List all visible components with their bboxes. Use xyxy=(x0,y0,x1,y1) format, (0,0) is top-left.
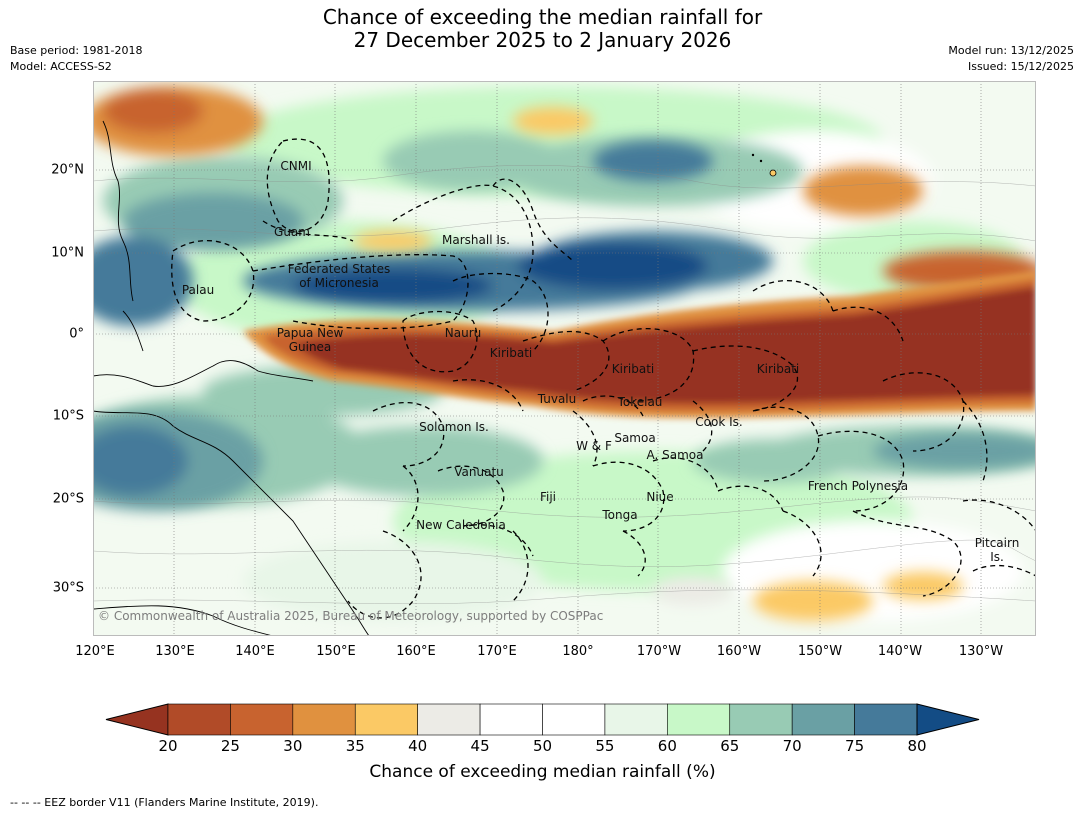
lon-label: 160°W xyxy=(716,644,762,659)
region-label-tuvalu: Tuvalu xyxy=(537,392,577,406)
map-frame xyxy=(93,81,1036,636)
colorbar-under-arrow xyxy=(105,703,169,736)
colorbar-tick-label: 75 xyxy=(845,737,865,755)
colorbar-tick-label: 30 xyxy=(283,737,303,755)
coastlines xyxy=(93,120,370,636)
colorbar-cell xyxy=(542,703,606,736)
png-line-2: Guinea xyxy=(288,340,332,354)
region-label-new-caledonia: New Caledonia xyxy=(416,518,506,532)
lon-label: 160°E xyxy=(396,644,436,659)
colorbar-tick-label: 60 xyxy=(657,737,677,755)
meta-left: Base period: 1981-2018 Model: ACCESS-S2 xyxy=(10,43,142,75)
region-label-samoa: Samoa xyxy=(614,431,656,445)
colorbar-cell xyxy=(479,703,543,736)
issued-date: Issued: 15/12/2025 xyxy=(967,60,1074,73)
region-label-fsm: Federated States of Micronesia xyxy=(288,262,390,290)
lat-label: 0° xyxy=(69,326,84,342)
colorbar-tick-label: 65 xyxy=(720,737,740,755)
eez-footnote: -- -- -- EEZ border V11 (Flanders Marine… xyxy=(10,796,319,809)
region-label-guam: Guam xyxy=(274,225,310,239)
colorbar-cell xyxy=(292,703,356,736)
lon-label: 180° xyxy=(562,644,594,659)
colorbar-tick-label: 35 xyxy=(345,737,365,755)
region-label-cook: Cook Is. xyxy=(695,415,743,429)
colorbar-tick-label: 55 xyxy=(595,737,615,755)
hawaii-islands xyxy=(751,153,777,177)
colorbar-cell xyxy=(854,703,918,736)
region-label-pitcairn: Pitcairn Is. xyxy=(975,536,1020,564)
colorbar-tick-label: 45 xyxy=(470,737,490,755)
eez-borders xyxy=(171,138,1036,619)
pitcairn-line-1: Pitcairn xyxy=(974,536,1020,550)
dry-equatorial-band xyxy=(243,271,1036,419)
region-label-american-samoa: A. Samoa xyxy=(646,448,704,462)
region-label-kiribati-central: Kiribati xyxy=(611,362,655,376)
region-label-kiribati-west: Kiribati xyxy=(489,346,533,360)
colorbar-tick-label: 80 xyxy=(907,737,927,755)
title-line-2: 27 December 2025 to 2 January 2026 xyxy=(353,28,732,52)
region-label-solomon: Solomon Is. xyxy=(419,420,489,434)
region-label-cnmi: CNMI xyxy=(280,159,312,173)
colorbar-cell xyxy=(167,703,231,736)
colorbar-cell xyxy=(230,703,294,736)
region-label-tonga: Tonga xyxy=(602,508,638,522)
colorbar-tick-label: 20 xyxy=(158,737,178,755)
region-label-fiji: Fiji xyxy=(539,490,557,504)
lon-label: 130°E xyxy=(155,644,195,659)
region-label-nauru: Nauru xyxy=(444,326,482,340)
map-title: Chance of exceeding the median rainfall … xyxy=(0,6,1085,52)
colorbar xyxy=(105,703,980,736)
lon-label: 150°E xyxy=(316,644,356,659)
model-run: Model run: 13/12/2025 xyxy=(948,44,1074,57)
colorbar-tick-label: 25 xyxy=(220,737,240,755)
lon-label: 140°W xyxy=(877,644,923,659)
colorbar-cell xyxy=(354,703,418,736)
region-label-marshall: Marshall Is. xyxy=(442,233,510,247)
lat-label: 20°N xyxy=(51,162,84,178)
colorbar-cell xyxy=(417,703,481,736)
lon-label: 140°E xyxy=(235,644,275,659)
meta-right: Model run: 13/12/2025 Issued: 15/12/2025 xyxy=(948,43,1074,75)
region-label-french-polynesia: French Polynesia xyxy=(807,479,909,493)
rainfall-map xyxy=(93,81,1036,636)
pitcairn-line-2: Is. xyxy=(990,550,1004,564)
blue-bands xyxy=(93,141,1036,511)
lat-label: 10°N xyxy=(51,245,84,261)
lon-label: 170°E xyxy=(477,644,517,659)
base-period: Base period: 1981-2018 xyxy=(10,44,143,57)
fsm-line-2: of Micronesia xyxy=(299,276,379,290)
colorbar-cell xyxy=(729,703,793,736)
region-label-vanuatu: Vanuatu xyxy=(454,465,504,479)
graticule xyxy=(93,81,1036,636)
lon-label: 150°W xyxy=(797,644,843,659)
lon-label: 120°E xyxy=(75,644,115,659)
colorbar-tick-label: 70 xyxy=(782,737,802,755)
colorbar-cells xyxy=(167,703,918,736)
region-label-png: Papua New Guinea xyxy=(277,326,344,354)
region-label-niue: Niue xyxy=(646,490,674,504)
lat-label: 10°S xyxy=(52,408,84,424)
colorbar-cell xyxy=(667,703,731,736)
colorbar-cell xyxy=(604,703,668,736)
region-label-tokelau: Tokelau xyxy=(617,395,663,409)
lon-label: 170°W xyxy=(636,644,682,659)
lon-label: 130°W xyxy=(958,644,1004,659)
model-name: Model: ACCESS-S2 xyxy=(10,60,112,73)
orange-fields xyxy=(93,86,1036,621)
colorbar-over-arrow xyxy=(916,703,980,736)
colorbar-tick-label: 40 xyxy=(408,737,428,755)
lat-label: 20°S xyxy=(52,491,84,507)
copyright-notice: © Commonwealth of Australia 2025, Bureau… xyxy=(98,609,604,623)
colorbar-tick-label: 50 xyxy=(532,737,553,755)
lat-label: 30°S xyxy=(52,580,84,596)
contour-lines xyxy=(93,165,1036,605)
region-label-wallis-futuna: W & F xyxy=(576,439,612,453)
region-label-kiribati-east: Kiribati xyxy=(756,362,800,376)
colorbar-cell xyxy=(791,703,855,736)
png-line-1: Papua New xyxy=(276,326,344,340)
colorbar-title: Chance of exceeding median rainfall (%) xyxy=(369,762,716,782)
region-label-palau: Palau xyxy=(181,283,215,297)
fsm-line-1: Federated States xyxy=(287,262,391,276)
title-line-1: Chance of exceeding the median rainfall … xyxy=(322,5,763,29)
